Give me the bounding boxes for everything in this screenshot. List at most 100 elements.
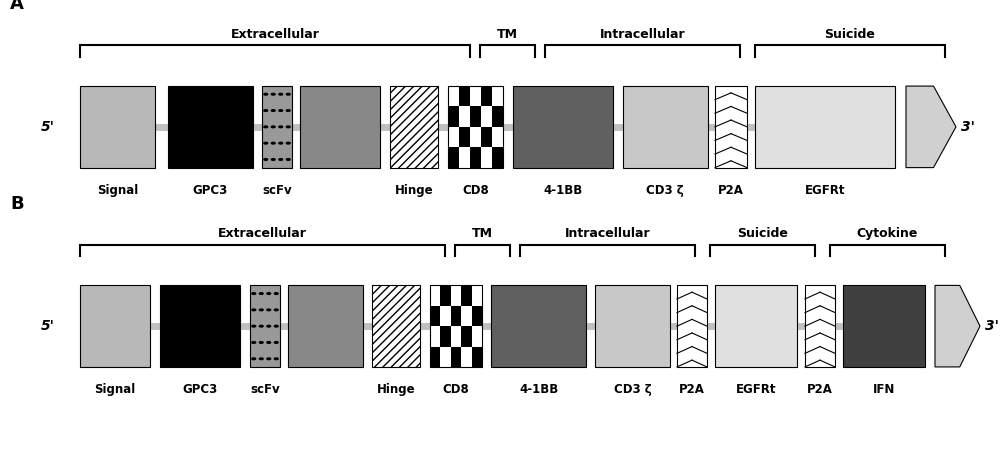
- Circle shape: [271, 110, 275, 111]
- Bar: [492, 147, 503, 168]
- Bar: [288, 285, 363, 367]
- Bar: [595, 285, 670, 367]
- Text: 5': 5': [41, 319, 55, 333]
- Text: B: B: [10, 195, 24, 213]
- Bar: [160, 285, 240, 367]
- Text: GPC3: GPC3: [192, 184, 228, 197]
- Circle shape: [264, 159, 268, 160]
- Bar: [623, 86, 708, 168]
- Circle shape: [259, 358, 263, 360]
- Circle shape: [286, 110, 290, 111]
- Bar: [470, 147, 481, 168]
- Bar: [513, 86, 613, 168]
- Circle shape: [274, 358, 278, 360]
- Text: 3': 3': [985, 319, 999, 333]
- Text: CD8: CD8: [443, 383, 469, 396]
- Bar: [448, 147, 459, 168]
- Circle shape: [252, 293, 256, 294]
- Circle shape: [286, 142, 290, 144]
- Bar: [459, 127, 470, 147]
- Bar: [459, 86, 470, 106]
- Bar: [677, 285, 707, 367]
- Bar: [715, 86, 747, 168]
- Bar: [461, 285, 472, 306]
- Bar: [715, 86, 747, 168]
- Bar: [372, 285, 420, 367]
- Bar: [448, 86, 503, 168]
- Circle shape: [264, 93, 268, 95]
- Circle shape: [252, 325, 256, 327]
- Circle shape: [271, 142, 275, 144]
- Bar: [448, 86, 503, 168]
- Text: scFv: scFv: [262, 184, 292, 197]
- Circle shape: [259, 325, 263, 327]
- Bar: [372, 285, 420, 367]
- Circle shape: [274, 325, 278, 327]
- Circle shape: [274, 309, 278, 311]
- Circle shape: [252, 358, 256, 360]
- Text: CD3 ζ: CD3 ζ: [646, 184, 684, 197]
- Circle shape: [264, 142, 268, 144]
- Text: Cytokine: Cytokine: [857, 227, 918, 240]
- Circle shape: [279, 126, 283, 128]
- Text: 4-1BB: 4-1BB: [543, 184, 583, 197]
- Bar: [448, 106, 459, 127]
- Circle shape: [259, 342, 263, 343]
- Circle shape: [271, 93, 275, 95]
- Bar: [715, 285, 797, 367]
- Bar: [472, 306, 482, 326]
- Circle shape: [264, 126, 268, 128]
- Bar: [843, 285, 925, 367]
- Text: P2A: P2A: [679, 383, 705, 396]
- Circle shape: [271, 126, 275, 128]
- Text: Signal: Signal: [97, 184, 139, 197]
- Bar: [755, 86, 895, 168]
- Bar: [168, 86, 253, 168]
- Circle shape: [271, 159, 275, 160]
- Circle shape: [279, 159, 283, 160]
- Text: GPC3: GPC3: [182, 383, 218, 396]
- Circle shape: [279, 93, 283, 95]
- Polygon shape: [906, 86, 956, 168]
- Text: TM: TM: [497, 28, 518, 41]
- Bar: [262, 86, 292, 168]
- Bar: [481, 127, 492, 147]
- Bar: [805, 285, 835, 367]
- Bar: [430, 306, 440, 326]
- Text: Hinge: Hinge: [377, 383, 415, 396]
- Bar: [461, 326, 472, 347]
- Circle shape: [267, 293, 271, 294]
- Polygon shape: [935, 285, 980, 367]
- Text: Hinge: Hinge: [395, 184, 433, 197]
- Text: Intracellular: Intracellular: [600, 28, 685, 41]
- Bar: [470, 106, 481, 127]
- Bar: [390, 86, 438, 168]
- Text: TM: TM: [472, 227, 493, 240]
- Text: EGFRt: EGFRt: [736, 383, 776, 396]
- Bar: [440, 326, 451, 347]
- Text: 5': 5': [41, 120, 55, 134]
- Bar: [390, 86, 438, 168]
- Text: Suicide: Suicide: [737, 227, 788, 240]
- Text: P2A: P2A: [718, 184, 744, 197]
- Text: Signal: Signal: [94, 383, 136, 396]
- Circle shape: [267, 358, 271, 360]
- Bar: [472, 347, 482, 367]
- Bar: [80, 86, 155, 168]
- Text: scFv: scFv: [250, 383, 280, 396]
- Circle shape: [274, 293, 278, 294]
- Circle shape: [286, 126, 290, 128]
- Bar: [372, 285, 420, 367]
- Text: Extracellular: Extracellular: [218, 227, 307, 240]
- Text: 3': 3': [961, 120, 975, 134]
- Bar: [492, 106, 503, 127]
- Circle shape: [252, 342, 256, 343]
- Circle shape: [267, 342, 271, 343]
- Text: IFN: IFN: [873, 383, 895, 396]
- Bar: [250, 285, 280, 367]
- Bar: [440, 285, 451, 306]
- Text: Extracellular: Extracellular: [231, 28, 319, 41]
- Text: EGFRt: EGFRt: [805, 184, 845, 197]
- Text: CD8: CD8: [463, 184, 489, 197]
- Bar: [805, 285, 835, 367]
